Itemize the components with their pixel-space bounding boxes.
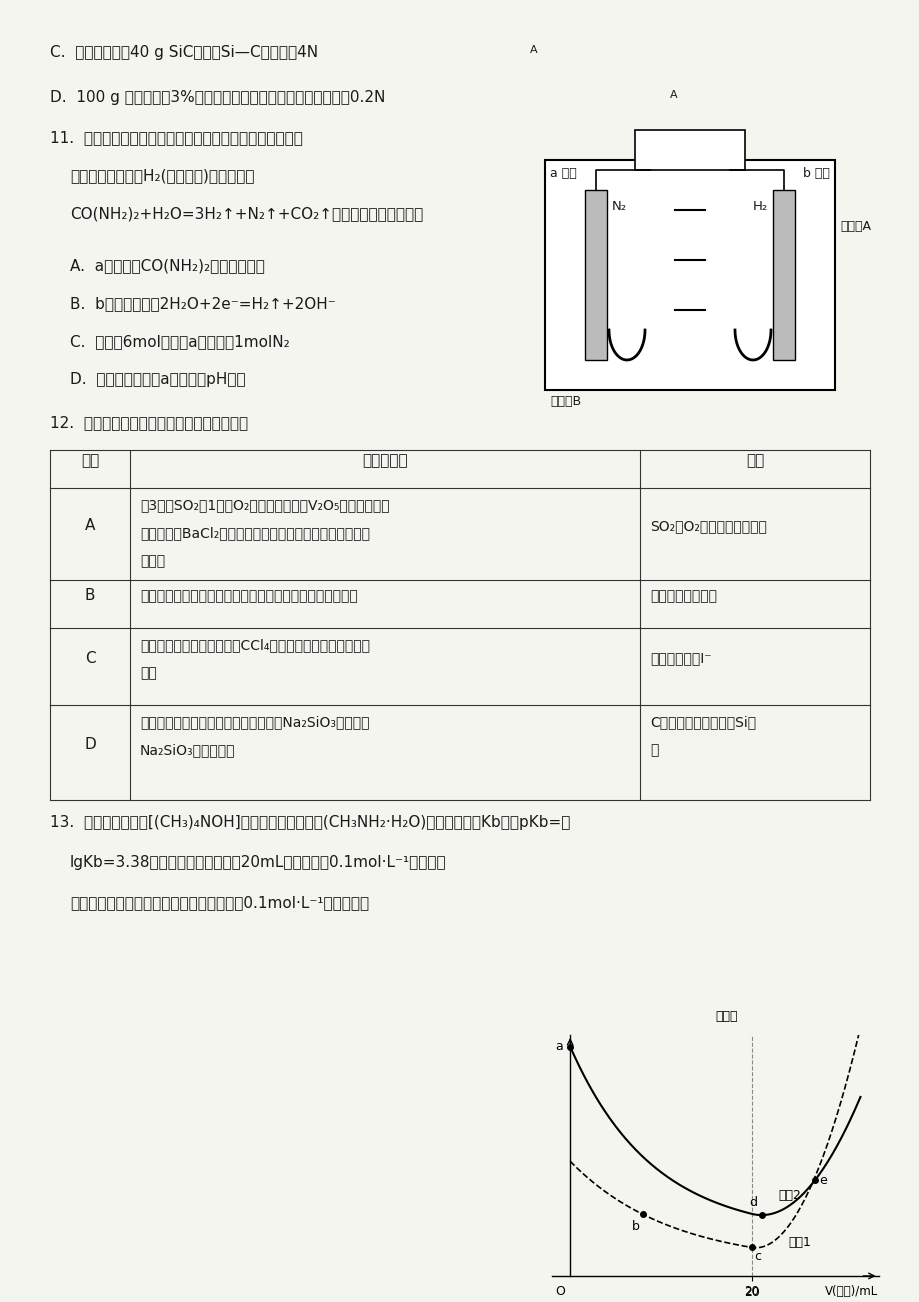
Text: B.  b电极反应为：2H₂O+2e⁻=H₂↑+2OH⁻: B. b电极反应为：2H₂O+2e⁻=H₂↑+2OH⁻ <box>70 296 335 311</box>
Text: V(盐酸)/mL: V(盐酸)/mL <box>824 1285 878 1298</box>
Text: CO(NH₂)₂+H₂O=3H₂↑+N₂↑+CO₂↑。下列说法中错误的是: CO(NH₂)₂+H₂O=3H₂↑+N₂↑+CO₂↑。下列说法中错误的是 <box>70 206 423 221</box>
Text: H₂: H₂ <box>752 201 767 214</box>
Text: 结论: 结论 <box>745 453 764 469</box>
Text: N₂: N₂ <box>611 201 627 214</box>
Text: A.  a为阳极，CO(NH₂)₂发生氧化反应: A. a为阳极，CO(NH₂)₂发生氧化反应 <box>70 258 265 273</box>
Text: 原溶液中含有I⁻: 原溶液中含有I⁻ <box>650 651 711 665</box>
Text: D.  电解一段时间，a极区溶液pH升高: D. 电解一段时间，a极区溶液pH升高 <box>70 372 245 387</box>
Text: 反应物B: 反应物B <box>550 395 581 408</box>
Text: D.  100 g 质量分数为3%的甲醛水溶液中含有的氢原子数目大于0.2N: D. 100 g 质量分数为3%的甲醛水溶液中含有的氢原子数目大于0.2N <box>50 90 385 105</box>
Text: 12.  下列实验中，由现象得出的结论正确的是: 12. 下列实验中，由现象得出的结论正确的是 <box>50 415 248 430</box>
Text: B: B <box>85 589 96 604</box>
Text: C.  常温常压下，40 g SiC中含有Si—C键数目为4N: C. 常温常压下，40 g SiC中含有Si—C键数目为4N <box>50 46 318 60</box>
Text: 者褪色: 者褪色 <box>140 553 165 568</box>
Text: 电源: 电源 <box>681 138 698 152</box>
Text: 20: 20 <box>743 1285 758 1298</box>
Text: D: D <box>84 737 96 753</box>
Text: 素: 素 <box>650 743 658 756</box>
Text: 11.  我国研制出非贵金属镍钼基高效电催化剂，实现电解富: 11. 我国研制出非贵金属镍钼基高效电催化剂，实现电解富 <box>50 130 302 145</box>
Text: 选项: 选项 <box>81 453 99 469</box>
Text: A: A <box>529 46 537 55</box>
Bar <box>772 190 794 359</box>
Text: 尿素废水低能耗制H₂(装置如图)。总反应为: 尿素废水低能耗制H₂(装置如图)。总反应为 <box>70 168 255 184</box>
Text: 操作和现象: 操作和现象 <box>362 453 407 469</box>
Text: e: e <box>819 1173 826 1186</box>
Text: A: A <box>85 518 95 534</box>
Text: 用洁净的玻璃棒蘸取少量某溶液进行焰色反应，火焰为黄色: 用洁净的玻璃棒蘸取少量某溶液进行焰色反应，火焰为黄色 <box>140 589 357 603</box>
Text: b 电极: b 电极 <box>802 167 829 180</box>
Text: d: d <box>748 1197 756 1210</box>
Text: a 电极: a 电极 <box>550 167 576 180</box>
Text: Na₂SiO₃溶液变浑浊: Na₂SiO₃溶液变浑浊 <box>140 743 235 756</box>
Text: C: C <box>85 651 96 667</box>
Text: 导电率: 导电率 <box>715 1010 737 1023</box>
Text: 将3体积SO₂和1体积O₂混合通过灼热的V₂O₅充分反应，产: 将3体积SO₂和1体积O₂混合通过灼热的V₂O₅充分反应，产 <box>140 497 390 512</box>
Text: 曲线2: 曲线2 <box>778 1189 800 1202</box>
Bar <box>584 190 607 359</box>
Text: a: a <box>554 1040 562 1053</box>
Text: A: A <box>669 90 677 100</box>
Text: c: c <box>754 1250 761 1263</box>
Text: 用浓盐酸和石灰石反应产生的气体通入Na₂SiO₃溶液中，: 用浓盐酸和石灰石反应产生的气体通入Na₂SiO₃溶液中， <box>140 715 369 729</box>
Text: 向某无色溶液中滴加氯水和CCl₄，振荡、静置，下层溶液呈: 向某无色溶液中滴加氯水和CCl₄，振荡、静置，下层溶液呈 <box>140 638 369 652</box>
Text: O: O <box>555 1285 565 1298</box>
Text: 曲线1: 曲线1 <box>787 1236 810 1249</box>
Text: C.  每转移6mol电子，a电极产生1molN₂: C. 每转移6mol电子，a电极产生1molN₂ <box>70 335 289 349</box>
Text: 氢氧化铵溶液和甲胺溶液，分别滴加浓度为0.1mol·L⁻¹的盐酸，溶: 氢氧化铵溶液和甲胺溶液，分别滴加浓度为0.1mol·L⁻¹的盐酸，溶 <box>70 894 369 910</box>
Text: 反应物A: 反应物A <box>839 220 870 233</box>
Bar <box>544 160 834 391</box>
Text: 该溶液为钠盐溶液: 该溶液为钠盐溶液 <box>650 589 716 603</box>
Bar <box>634 130 744 171</box>
Text: 物依次通过BaCl₂溶液和品红溶液，前者产生白色沉淀，后: 物依次通过BaCl₂溶液和品红溶液，前者产生白色沉淀，后 <box>140 526 369 540</box>
Text: lgKb=3.38。常温下，在体积均为20mL、浓度均为0.1mol·L⁻¹的四甲基: lgKb=3.38。常温下，在体积均为20mL、浓度均为0.1mol·L⁻¹的四… <box>70 855 446 870</box>
Text: C元素的非金属性大于Si元: C元素的非金属性大于Si元 <box>650 715 755 729</box>
Text: b: b <box>631 1220 640 1233</box>
Text: 13.  四甲基氢氧化铵[(CH₃)₄NOH]是强碱，常温下甲胺(CH₃NH₂·H₂O)的电离常数为Kb，且pKb=－: 13. 四甲基氢氧化铵[(CH₃)₄NOH]是强碱，常温下甲胺(CH₃NH₂·H… <box>50 815 570 829</box>
Text: SO₂和O₂的反应为可逆反应: SO₂和O₂的反应为可逆反应 <box>650 519 766 533</box>
Text: 黄色: 黄色 <box>140 667 156 680</box>
